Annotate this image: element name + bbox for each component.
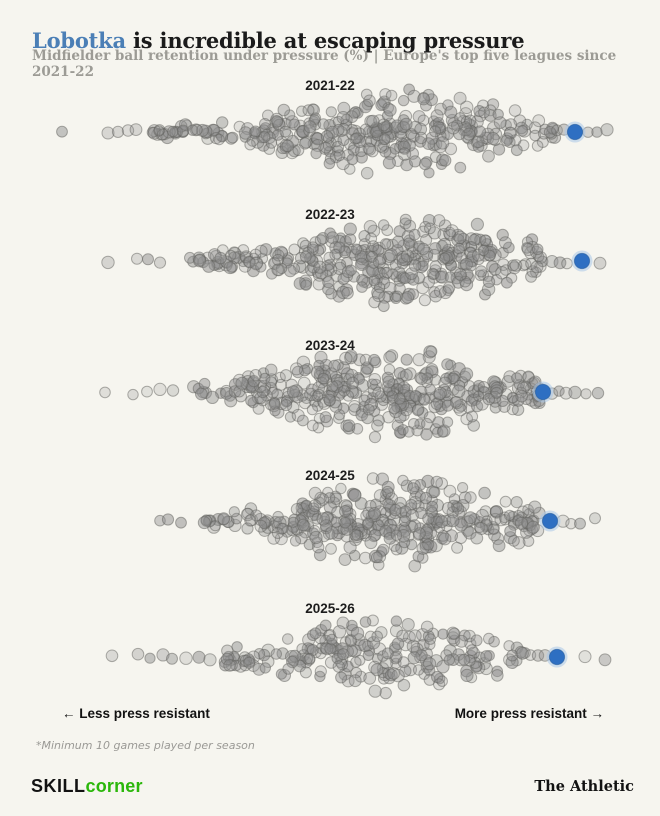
skillcorner-logo-skill: SKILL (31, 776, 86, 796)
skillcorner-logo-corner: corner (85, 776, 143, 796)
title-player-highlight: Lobotka (32, 28, 126, 54)
page-title: Lobotka is incredible at escaping pressu… (32, 28, 632, 53)
axis-label-more-resistant: More press resistant → (454, 706, 604, 721)
title-rest: is incredible at escaping pressure (125, 28, 525, 54)
the-athletic-logo: The Athletic (534, 778, 634, 795)
season-label-2022-23: 2022-23 (305, 207, 355, 222)
season-label-2025-26: 2025-26 (305, 601, 355, 616)
season-label-2023-24: 2023-24 (305, 338, 355, 353)
skillcorner-logo: SKILLcorner (31, 776, 143, 797)
footnote: *Minimum 10 games played per season (36, 739, 255, 752)
chart-subtitle: Midfielder ball retention under pressure… (32, 48, 617, 80)
season-label-2021-22: 2021-22 (305, 78, 355, 93)
axis-label-less-resistant: ← Less press resistant (62, 706, 210, 721)
season-label-2024-25: 2024-25 (305, 468, 355, 483)
